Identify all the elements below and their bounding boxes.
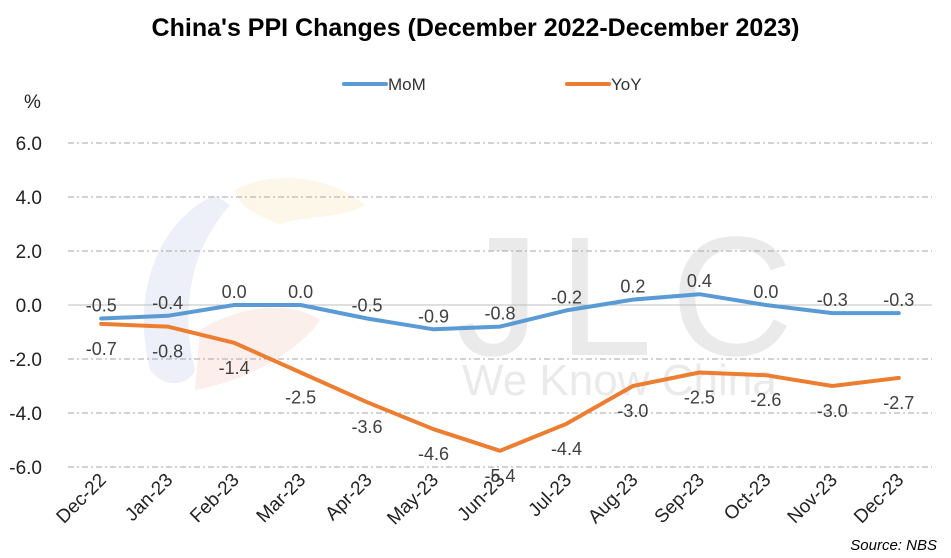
series-group: -0.5 -0.4 0.0 0.0 -0.5 -0.9 -0.8 -0.2 0.2 0.4 0.0 -… (86, 271, 915, 486)
y-tick-label: -2.0 (9, 350, 42, 371)
watermark-logo-text: JLC (455, 202, 811, 392)
legend: MoM YoY (342, 75, 642, 94)
data-label-yoy: -5.4 (484, 466, 515, 486)
grid-lines (68, 142, 932, 468)
data-label-mom: -0.4 (152, 293, 183, 313)
series-line-mom (99, 292, 901, 332)
x-tick-label: May-23 (383, 470, 443, 530)
data-label-mom: 0.0 (288, 282, 313, 302)
data-label-yoy: -1.4 (219, 358, 250, 378)
y-tick-label: 0.0 (16, 296, 42, 317)
x-tick-label: Feb-23 (186, 470, 243, 527)
data-label-mom: -0.5 (86, 296, 117, 316)
x-axis: Dec-22 Jan-23 Feb-23 Mar-23 Apr-23 May-23 Jun-… (53, 470, 909, 530)
watermark-logo-shape-red (195, 307, 320, 390)
x-tick-label: Aug-23 (584, 470, 642, 528)
data-label-yoy: -2.6 (750, 390, 781, 410)
data-label-mom: 0.4 (687, 271, 712, 291)
x-tick-label: Jul-23 (525, 470, 576, 521)
data-label-mom: -0.5 (352, 296, 383, 316)
legend-label-yoy: YoY (611, 75, 642, 94)
x-tick-label: Apr-23 (321, 470, 376, 525)
data-label-mom: 0.0 (753, 282, 778, 302)
data-label-yoy: -3.6 (352, 417, 383, 437)
data-label-yoy: -0.8 (152, 342, 183, 362)
data-label-mom: -0.2 (551, 287, 582, 307)
y-tick-label: -6.0 (9, 458, 42, 479)
y-axis: 6.0 4.0 2.0 0.0 -2.0 -4.0 -6.0 (9, 134, 42, 479)
x-tick-label: Nov-23 (784, 470, 842, 528)
x-tick-label: Sep-23 (651, 470, 709, 528)
y-tick-label: 4.0 (16, 188, 42, 209)
series-line-yoy (99, 321, 901, 453)
source-note: Source: NBS (850, 537, 937, 554)
data-label-mom: -0.3 (883, 290, 914, 310)
y-tick-label: -4.0 (9, 404, 42, 425)
x-tick-label: Oct-23 (720, 470, 775, 525)
x-tick-label: Mar-23 (253, 470, 310, 527)
y-axis-label: % (24, 92, 41, 113)
data-label-mom: -0.9 (418, 306, 449, 326)
data-label-yoy: -4.4 (551, 439, 582, 459)
y-tick-label: 6.0 (16, 134, 42, 155)
data-label-mom: -0.8 (484, 304, 515, 324)
data-label-yoy: -2.7 (883, 393, 914, 413)
watermark-tagline: We Know China (462, 356, 777, 405)
data-label-yoy: -4.6 (418, 444, 449, 464)
data-label-mom: 0.2 (620, 277, 645, 297)
watermark-logo-shape-yellow (235, 178, 365, 225)
data-label-yoy: -2.5 (285, 388, 316, 408)
y-tick-label: 2.0 (16, 242, 42, 263)
watermark-logo-shape-blue (143, 195, 230, 384)
data-label-yoy: -0.7 (86, 339, 117, 359)
legend-label-mom: MoM (388, 75, 426, 94)
data-label-mom: -0.3 (817, 290, 848, 310)
watermark: JLC We Know China (143, 178, 811, 405)
x-tick-label: Dec-23 (850, 470, 908, 528)
data-label-yoy: -3.0 (817, 401, 848, 421)
data-label-yoy: -3.0 (617, 401, 648, 421)
data-label-yoy: -2.5 (684, 388, 715, 408)
data-label-mom: 0.0 (222, 282, 247, 302)
x-tick-label: Jan-23 (121, 470, 177, 526)
x-tick-label: Dec-22 (53, 470, 111, 528)
chart-title: China's PPI Changes (December 2022-Decem… (151, 14, 800, 42)
